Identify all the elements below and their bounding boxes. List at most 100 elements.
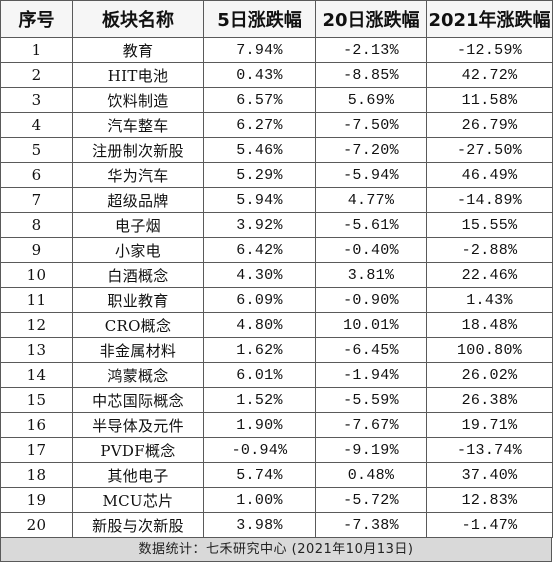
change-2021: 22.46% <box>426 262 553 288</box>
change-2021: 12.83% <box>426 487 553 513</box>
header-sector-name: 板块名称 <box>72 0 204 38</box>
change-5day: -0.94% <box>203 437 316 463</box>
header-20day-change: 20日涨跌幅 <box>315 0 427 38</box>
change-5day: 3.98% <box>203 512 316 538</box>
table-row: 17 PVDF概念 -0.94% -9.19% -13.74% <box>0 437 553 463</box>
change-20day: -6.45% <box>315 337 427 363</box>
table-row: 7 超级品牌 5.94% 4.77% -14.89% <box>0 187 553 213</box>
change-5day: 1.00% <box>203 487 316 513</box>
change-2021: 26.02% <box>426 362 553 388</box>
sector-name: 中芯国际概念 <box>72 387 204 413</box>
sector-name: 超级品牌 <box>72 187 204 213</box>
row-index: 12 <box>0 312 73 338</box>
row-index: 15 <box>0 387 73 413</box>
change-20day: -0.40% <box>315 237 427 263</box>
change-20day: -5.94% <box>315 162 427 188</box>
change-20day: 3.81% <box>315 262 427 288</box>
sector-name: 非金属材料 <box>72 337 204 363</box>
table-row: 6 华为汽车 5.29% -5.94% 46.49% <box>0 162 553 188</box>
change-20day: -7.38% <box>315 512 427 538</box>
change-2021: 19.71% <box>426 412 553 438</box>
change-2021: 15.55% <box>426 212 553 238</box>
sector-name: 汽车整车 <box>72 112 204 138</box>
change-2021: 42.72% <box>426 62 553 88</box>
row-index: 14 <box>0 362 73 388</box>
change-20day: 0.48% <box>315 462 427 488</box>
row-index: 1 <box>0 37 73 63</box>
table-row: 12 CRO概念 4.80% 10.01% 18.48% <box>0 312 553 338</box>
table-row: 14 鸿蒙概念 6.01% -1.94% 26.02% <box>0 362 553 388</box>
change-20day: -1.94% <box>315 362 427 388</box>
sector-name: 鸿蒙概念 <box>72 362 204 388</box>
change-20day: -8.85% <box>315 62 427 88</box>
change-2021: 11.58% <box>426 87 553 113</box>
row-index: 6 <box>0 162 73 188</box>
table-row: 13 非金属材料 1.62% -6.45% 100.80% <box>0 337 553 363</box>
row-index: 18 <box>0 462 73 488</box>
table-row: 11 职业教育 6.09% -0.90% 1.43% <box>0 287 553 313</box>
table-row: 20 新股与次新股 3.98% -7.38% -1.47% <box>0 512 553 538</box>
change-20day: -0.90% <box>315 287 427 313</box>
change-5day: 5.29% <box>203 162 316 188</box>
change-5day: 1.62% <box>203 337 316 363</box>
change-20day: -5.72% <box>315 487 427 513</box>
header-5day-change: 5日涨跌幅 <box>203 0 316 38</box>
row-index: 4 <box>0 112 73 138</box>
table-row: 15 中芯国际概念 1.52% -5.59% 26.38% <box>0 387 553 413</box>
sector-name: 半导体及元件 <box>72 412 204 438</box>
row-index: 7 <box>0 187 73 213</box>
sector-name: 电子烟 <box>72 212 204 238</box>
change-5day: 7.94% <box>203 37 316 63</box>
change-2021: -27.50% <box>426 137 553 163</box>
change-5day: 0.43% <box>203 62 316 88</box>
sector-name: 小家电 <box>72 237 204 263</box>
table-row: 2 HIT电池 0.43% -8.85% 42.72% <box>0 62 553 88</box>
change-5day: 5.94% <box>203 187 316 213</box>
sector-name: PVDF概念 <box>72 437 204 463</box>
change-20day: -7.67% <box>315 412 427 438</box>
source-footer: 数据统计：七禾研究中心 (2021年10月13日) <box>0 538 552 562</box>
row-index: 9 <box>0 237 73 263</box>
table-body: 1 教育 7.94% -2.13% -12.59% 2 HIT电池 0.43% -8.85% 42… <box>0 37 553 538</box>
sector-name: 饮料制造 <box>72 87 204 113</box>
change-20day: -5.61% <box>315 212 427 238</box>
sector-name: 注册制次新股 <box>72 137 204 163</box>
change-2021: -1.47% <box>426 512 553 538</box>
change-2021: -13.74% <box>426 437 553 463</box>
change-2021: 1.43% <box>426 287 553 313</box>
change-5day: 6.09% <box>203 287 316 313</box>
table-row: 5 注册制次新股 5.46% -7.20% -27.50% <box>0 137 553 163</box>
row-index: 11 <box>0 287 73 313</box>
header-index: 序号 <box>0 0 73 38</box>
change-5day: 5.74% <box>203 462 316 488</box>
change-20day: 10.01% <box>315 312 427 338</box>
table-row: 18 其他电子 5.74% 0.48% 37.40% <box>0 462 553 488</box>
sector-name: 教育 <box>72 37 204 63</box>
change-5day: 6.42% <box>203 237 316 263</box>
change-5day: 6.27% <box>203 112 316 138</box>
sector-name: HIT电池 <box>72 62 204 88</box>
sector-name: CRO概念 <box>72 312 204 338</box>
row-index: 13 <box>0 337 73 363</box>
row-index: 8 <box>0 212 73 238</box>
change-2021: 37.40% <box>426 462 553 488</box>
table-row: 3 饮料制造 6.57% 5.69% 11.58% <box>0 87 553 113</box>
change-5day: 1.52% <box>203 387 316 413</box>
change-5day: 5.46% <box>203 137 316 163</box>
table-row: 10 白酒概念 4.30% 3.81% 22.46% <box>0 262 553 288</box>
change-5day: 3.92% <box>203 212 316 238</box>
change-2021: -2.88% <box>426 237 553 263</box>
change-20day: 5.69% <box>315 87 427 113</box>
header-2021-change: 2021年涨跌幅 <box>426 0 553 38</box>
change-20day: -9.19% <box>315 437 427 463</box>
row-index: 20 <box>0 512 73 538</box>
row-index: 5 <box>0 137 73 163</box>
sector-name: 华为汽车 <box>72 162 204 188</box>
change-20day: -5.59% <box>315 387 427 413</box>
change-20day: -7.50% <box>315 112 427 138</box>
table-row: 8 电子烟 3.92% -5.61% 15.55% <box>0 212 553 238</box>
row-index: 19 <box>0 487 73 513</box>
change-5day: 1.90% <box>203 412 316 438</box>
change-20day: -2.13% <box>315 37 427 63</box>
row-index: 17 <box>0 437 73 463</box>
